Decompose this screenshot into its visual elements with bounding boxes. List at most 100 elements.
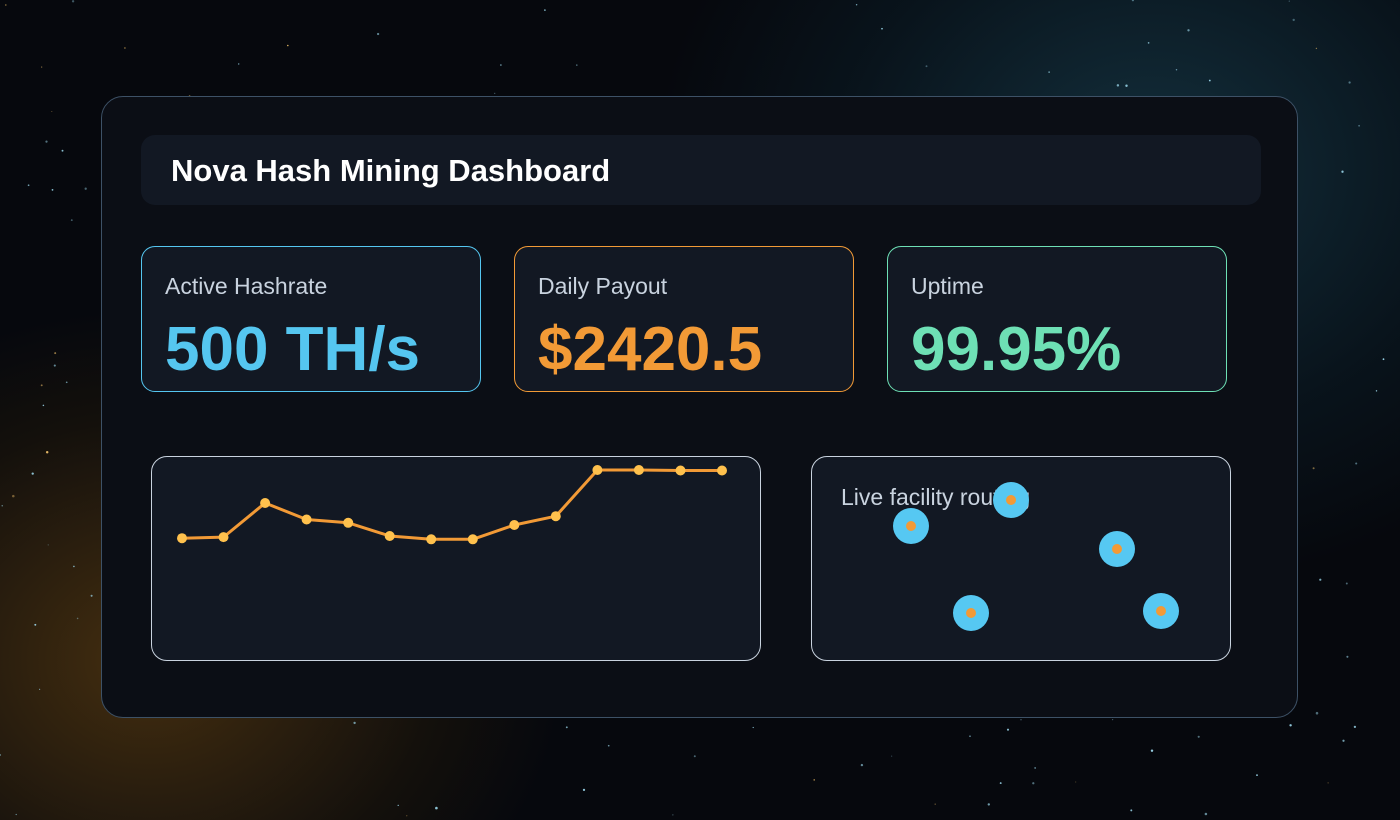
facility-node[interactable] xyxy=(1099,531,1135,567)
star xyxy=(76,617,79,620)
star xyxy=(1112,719,1114,721)
star xyxy=(544,9,546,11)
star xyxy=(237,63,240,65)
star xyxy=(70,219,73,222)
star xyxy=(693,755,696,758)
uptime-card: Uptime 99.95% xyxy=(887,246,1227,392)
star xyxy=(27,184,30,187)
star xyxy=(1020,719,1022,721)
star xyxy=(123,47,126,49)
star xyxy=(376,32,380,36)
star xyxy=(353,721,356,725)
star xyxy=(1289,724,1292,727)
facility-node[interactable] xyxy=(1143,593,1179,629)
facility-routing-map: Live facility routing xyxy=(811,456,1231,661)
star xyxy=(1353,725,1357,729)
star xyxy=(969,735,971,737)
star xyxy=(1131,0,1134,2)
star xyxy=(1006,728,1010,731)
star xyxy=(1341,170,1344,173)
star xyxy=(435,806,438,810)
star xyxy=(65,381,68,384)
star xyxy=(39,688,41,690)
dashboard-header: Nova Hash Mining Dashboard xyxy=(141,135,1261,205)
star xyxy=(51,189,54,191)
trend-point xyxy=(301,514,312,525)
star xyxy=(45,140,48,143)
star xyxy=(999,782,1002,785)
trend-point xyxy=(177,533,187,544)
star xyxy=(90,594,93,597)
star xyxy=(0,754,1,756)
star xyxy=(1355,462,1358,465)
star xyxy=(286,44,289,47)
star xyxy=(1032,782,1035,785)
trend-point xyxy=(633,465,644,475)
star xyxy=(752,726,754,729)
star xyxy=(1315,47,1318,50)
star xyxy=(813,779,815,781)
star xyxy=(12,494,15,498)
trend-point xyxy=(592,465,603,475)
trend-point xyxy=(343,517,354,528)
facility-node[interactable] xyxy=(993,482,1029,518)
trend-point xyxy=(509,520,520,530)
star xyxy=(1,505,3,507)
star xyxy=(1319,578,1322,581)
trend-point xyxy=(467,534,478,545)
star xyxy=(1382,358,1385,361)
star xyxy=(51,110,53,113)
star xyxy=(1187,29,1190,32)
star xyxy=(1327,782,1329,784)
star xyxy=(45,451,49,454)
star xyxy=(47,544,49,546)
star xyxy=(1204,812,1208,816)
hashrate-card: Active Hashrate 500 TH/s xyxy=(141,246,481,392)
star xyxy=(84,187,87,190)
trend-point xyxy=(675,465,686,476)
trend-point xyxy=(384,531,395,541)
star xyxy=(987,803,990,806)
trend-line xyxy=(181,468,722,541)
star xyxy=(1075,781,1077,783)
star xyxy=(31,472,34,475)
trend-chart-svg xyxy=(177,465,727,545)
star xyxy=(1345,582,1348,585)
star xyxy=(73,565,75,568)
payout-label: Daily Payout xyxy=(538,273,668,299)
trend-point xyxy=(426,534,437,545)
star xyxy=(1150,749,1154,752)
star xyxy=(54,352,57,355)
star xyxy=(860,763,864,767)
uptime-value: 99.95% xyxy=(911,315,1122,384)
star xyxy=(53,364,56,367)
payout-value: $2420.5 xyxy=(538,315,763,384)
page-title: Nova Hash Mining Dashboard xyxy=(171,153,611,188)
hashrate-value: 500 TH/s xyxy=(165,315,421,384)
star xyxy=(1315,711,1319,715)
star xyxy=(1034,767,1036,769)
star xyxy=(607,744,610,747)
star xyxy=(15,813,17,816)
star xyxy=(71,0,75,3)
facility-node[interactable] xyxy=(893,508,929,544)
hashrate-trend-chart xyxy=(151,456,761,661)
star xyxy=(406,815,408,817)
star xyxy=(4,4,7,6)
star xyxy=(34,623,37,626)
star xyxy=(1116,84,1120,87)
star xyxy=(855,3,858,6)
star xyxy=(1125,84,1128,88)
star xyxy=(1130,809,1133,812)
star xyxy=(40,384,43,387)
star xyxy=(925,65,928,68)
facility-node[interactable] xyxy=(953,595,989,631)
star xyxy=(494,92,496,95)
star xyxy=(934,803,936,805)
trend-point xyxy=(550,511,561,522)
star xyxy=(1197,735,1200,738)
trend-point xyxy=(717,465,727,476)
star xyxy=(576,64,578,66)
star xyxy=(1147,42,1150,44)
star xyxy=(1175,69,1178,71)
